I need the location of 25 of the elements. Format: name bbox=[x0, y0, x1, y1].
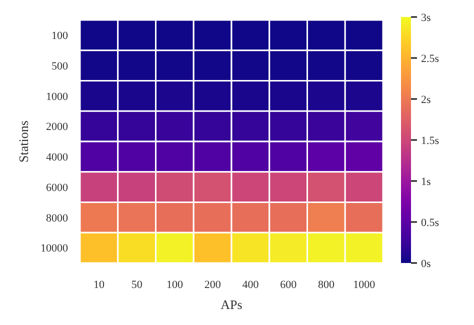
y-tick-label: 100 bbox=[52, 30, 68, 42]
x-tick-label: 800 bbox=[318, 279, 335, 291]
x-tick-label: 200 bbox=[204, 279, 222, 291]
y-tick-label: 10000 bbox=[40, 242, 68, 255]
y-tick-label: 8000 bbox=[46, 212, 68, 224]
y-tick-label: 500 bbox=[52, 60, 68, 72]
x-tick-label: 400 bbox=[242, 279, 260, 291]
x-tick-label: 1000 bbox=[353, 279, 376, 291]
y-axis-title: Stations bbox=[16, 120, 31, 162]
y-tick-label: 6000 bbox=[46, 182, 68, 194]
color-bar-label: 2.5s bbox=[421, 52, 440, 65]
color-bar-label: 0.5s bbox=[421, 216, 440, 229]
y-tick-label: 2000 bbox=[46, 121, 68, 134]
color-bar-label: 3s bbox=[421, 12, 431, 24]
x-tick-label: 600 bbox=[280, 279, 298, 291]
y-tick-label: 4000 bbox=[46, 152, 68, 164]
x-tick-label: 100 bbox=[166, 279, 184, 291]
x-tick-label: 10 bbox=[93, 279, 105, 291]
color-bar-label: 1.5s bbox=[421, 134, 440, 147]
x-axis-title: APs bbox=[220, 297, 242, 312]
color-bar-label: 0s bbox=[421, 258, 431, 270]
color-bar-label: 1s bbox=[421, 176, 431, 188]
y-tick-label: 1000 bbox=[46, 90, 68, 103]
x-tick-label: 50 bbox=[131, 279, 143, 291]
color-bar-label: 2s bbox=[421, 94, 431, 106]
